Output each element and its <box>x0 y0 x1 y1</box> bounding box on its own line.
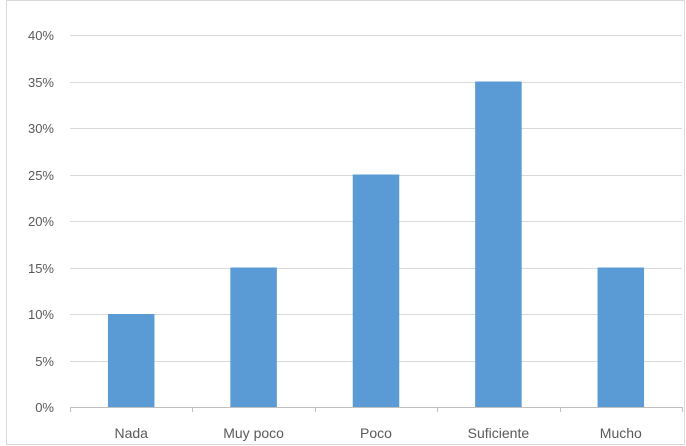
x-category-label: Nada <box>114 425 148 441</box>
x-category-label: Mucho <box>600 425 642 441</box>
y-tick-label: 40% <box>28 28 54 43</box>
y-tick-label: 5% <box>35 354 54 369</box>
bar-nada <box>107 314 155 407</box>
x-category-label: Muy poco <box>223 425 284 441</box>
x-category-label: Suficiente <box>468 425 530 441</box>
y-tick-label: 0% <box>35 400 54 415</box>
bar-muy-poco <box>230 267 277 407</box>
x-axis <box>70 407 683 412</box>
y-tick-label: 30% <box>28 121 54 136</box>
bar-mucho <box>597 267 645 407</box>
bar-suficiente <box>475 81 522 407</box>
y-tick-label: 15% <box>28 261 54 276</box>
y-tick-label: 20% <box>28 214 54 229</box>
x-axis-category-labels: Nada Muy poco Poco Suficiente Mucho <box>114 425 642 441</box>
y-axis-tick-labels: 0% 5% 10% 15% 20% 25% 30% 35% 40% <box>28 28 54 415</box>
bars <box>107 81 645 407</box>
y-tick-label: 25% <box>28 168 54 183</box>
bar-poco <box>352 174 400 407</box>
y-tick-label: 35% <box>28 75 54 90</box>
y-tick-label: 10% <box>28 307 54 322</box>
x-category-label: Poco <box>360 425 392 441</box>
